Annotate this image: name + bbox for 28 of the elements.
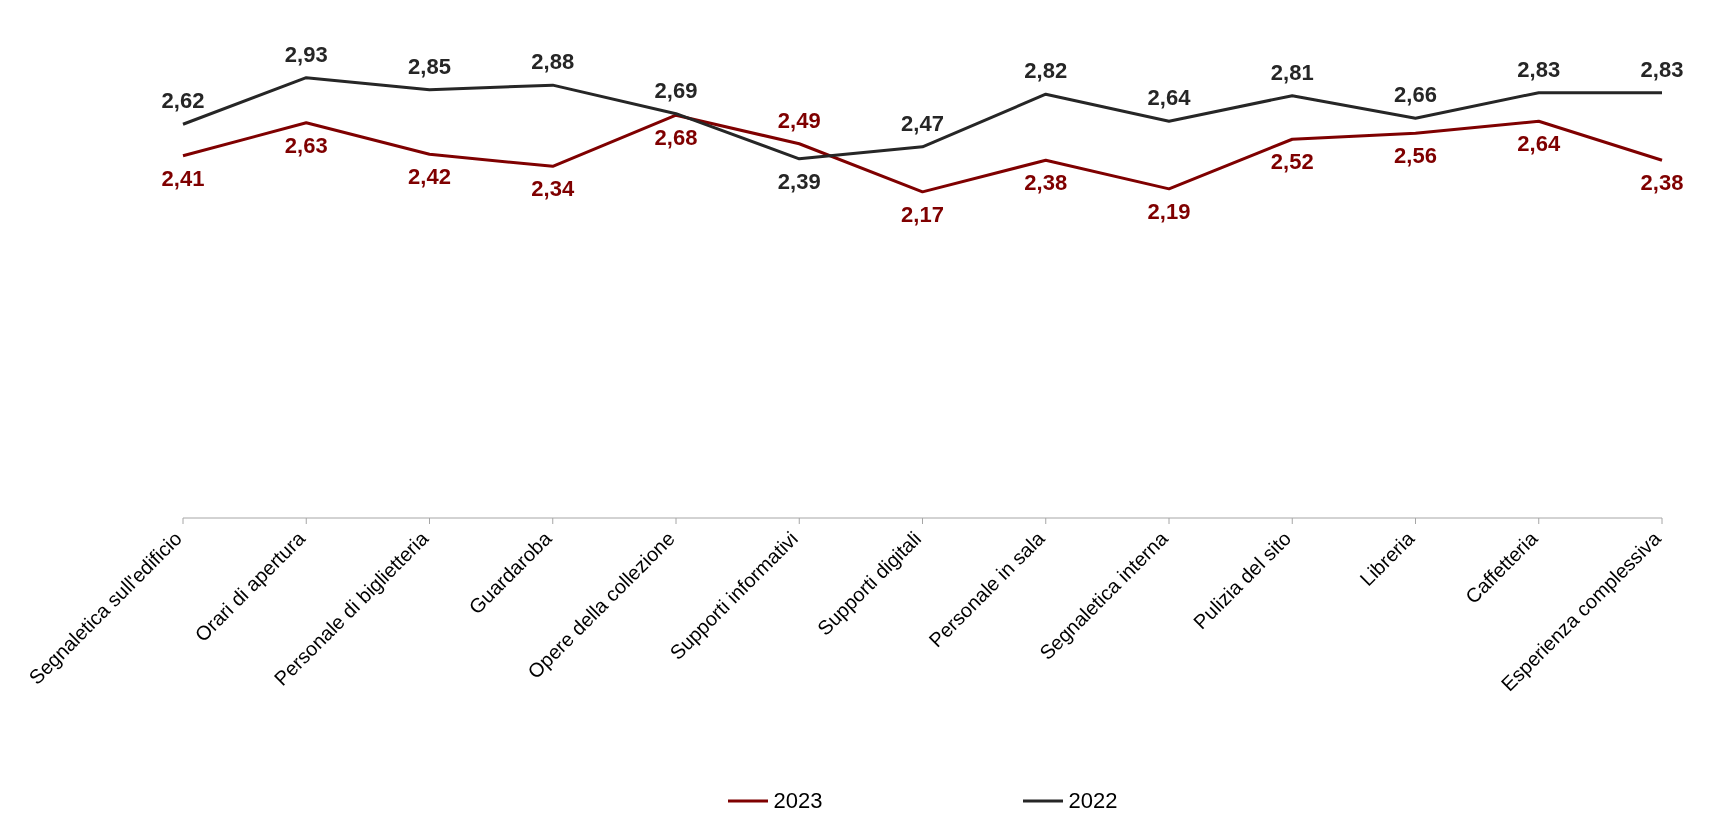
legend-label: 2023 xyxy=(773,788,823,814)
legend-label: 2022 xyxy=(1068,788,1118,814)
data-label: 2,52 xyxy=(1270,149,1314,175)
data-label: 2,19 xyxy=(1147,198,1191,224)
data-label: 2,64 xyxy=(1517,131,1561,157)
data-label: 2,81 xyxy=(1270,59,1314,85)
data-label: 2,69 xyxy=(654,77,698,103)
data-label: 2,93 xyxy=(284,41,328,67)
data-label: 2,85 xyxy=(408,53,451,79)
data-label: 2,49 xyxy=(777,107,821,133)
data-label: 2,64 xyxy=(1147,85,1192,111)
data-label: 2,39 xyxy=(777,168,821,194)
data-label: 2,42 xyxy=(408,164,451,190)
data-label: 2,56 xyxy=(1394,143,1437,169)
data-label: 2,41 xyxy=(161,165,205,191)
data-label: 2,83 xyxy=(1517,56,1561,82)
data-label: 2,38 xyxy=(1024,170,1068,196)
data-label: 2,62 xyxy=(161,88,205,114)
data-label: 2,82 xyxy=(1024,58,1068,84)
data-label: 2,47 xyxy=(901,110,944,136)
data-label: 2,34 xyxy=(531,176,575,202)
data-label: 2,38 xyxy=(1640,170,1684,196)
data-label: 2,63 xyxy=(284,132,328,158)
data-label: 2,68 xyxy=(654,125,698,151)
data-label: 2,88 xyxy=(531,49,575,75)
data-label: 2,66 xyxy=(1394,82,1437,108)
data-label: 2,83 xyxy=(1640,56,1684,82)
data-label: 2,17 xyxy=(901,201,944,227)
